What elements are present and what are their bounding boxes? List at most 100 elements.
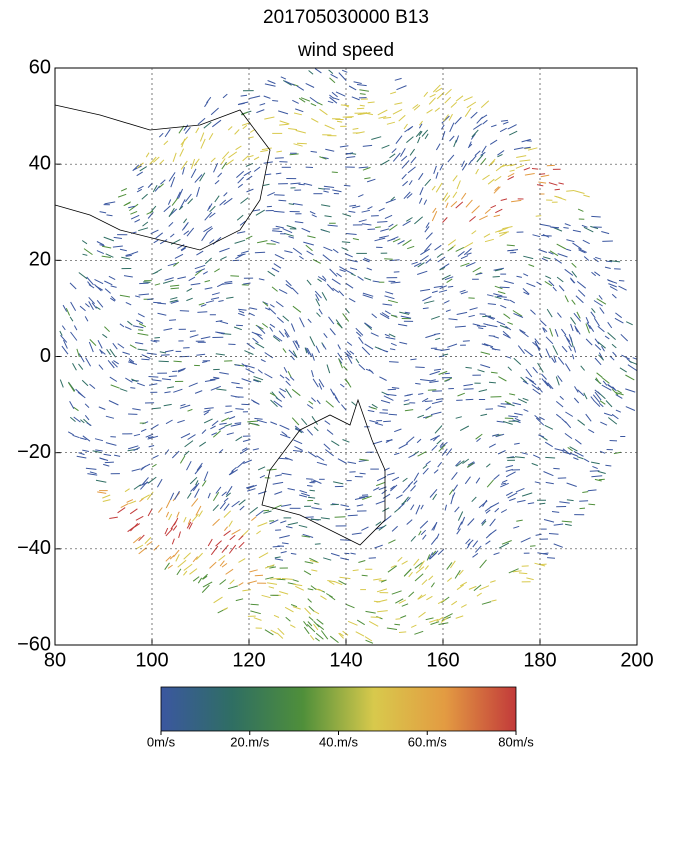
wind-vector — [219, 427, 225, 430]
wind-vector — [464, 389, 474, 390]
wind-vector — [481, 352, 490, 354]
wind-vector — [164, 404, 172, 405]
wind-vector — [127, 500, 133, 503]
wind-vector — [461, 292, 468, 294]
wind-vector — [267, 192, 274, 195]
wind-vector — [414, 217, 422, 224]
wind-vector — [153, 455, 159, 458]
wind-vector — [504, 314, 511, 319]
wind-vector — [224, 504, 229, 511]
wind-vector — [591, 397, 594, 401]
wind-vector — [439, 445, 446, 452]
wind-vector — [572, 263, 577, 267]
wind-vector — [282, 473, 292, 475]
wind-vector — [288, 129, 297, 130]
wind-vector — [250, 611, 260, 614]
wind-vector — [311, 151, 317, 152]
wind-vector — [254, 618, 262, 621]
wind-vector — [228, 586, 238, 589]
wind-vector — [238, 184, 243, 187]
wind-vector — [456, 417, 462, 419]
wind-vector — [132, 469, 141, 471]
wind-vector — [472, 231, 477, 234]
wind-vector — [191, 284, 201, 285]
wind-vector — [184, 553, 191, 559]
wind-vector — [349, 211, 356, 212]
wind-vector — [511, 200, 521, 201]
wind-vector — [510, 170, 515, 171]
wind-vector — [466, 262, 475, 266]
wind-vector — [537, 282, 542, 285]
wind-vector — [567, 483, 577, 487]
wind-vector — [219, 248, 229, 252]
wind-vector — [372, 314, 377, 318]
wind-vector — [311, 570, 317, 571]
wind-vector — [404, 400, 410, 402]
wind-vector — [309, 401, 313, 404]
wind-vector — [331, 441, 339, 446]
wind-vector — [598, 326, 605, 332]
wind-vector — [225, 411, 233, 413]
wind-vector — [175, 491, 180, 500]
wind-vector — [237, 461, 244, 467]
wind-vector — [222, 162, 227, 169]
wind-vector — [463, 341, 470, 342]
wind-vector — [577, 281, 586, 288]
wind-vector — [142, 194, 148, 199]
wind-vector — [418, 137, 421, 143]
wind-vector — [172, 451, 179, 458]
wind-vector — [223, 608, 228, 610]
wind-vector — [271, 240, 280, 243]
wind-vector — [508, 322, 513, 324]
wind-vector — [430, 94, 436, 97]
wind-vector — [516, 488, 525, 492]
wind-vector — [257, 326, 265, 334]
wind-vector — [516, 165, 524, 168]
wind-vector — [535, 482, 541, 483]
wind-vector — [234, 327, 242, 330]
wind-vector — [619, 281, 624, 282]
wind-vector — [506, 466, 513, 468]
wind-vector — [546, 337, 553, 344]
wind-vector — [321, 518, 330, 519]
wind-vector — [342, 242, 350, 243]
wind-vector — [224, 193, 228, 197]
wind-vector — [565, 412, 572, 417]
wind-vector — [304, 183, 312, 185]
wind-vector — [202, 481, 206, 487]
wind-vector — [600, 401, 605, 405]
wind-vector — [272, 268, 279, 272]
wind-vector — [182, 222, 188, 230]
wind-vector — [385, 296, 395, 299]
wind-vector — [185, 441, 193, 447]
wind-vector — [320, 596, 326, 600]
wind-vector — [489, 159, 495, 166]
wind-vector — [396, 619, 401, 620]
wind-vector — [248, 156, 254, 158]
wind-vector — [267, 583, 277, 585]
wind-vector — [369, 621, 378, 626]
wind-vector — [342, 70, 347, 72]
y-tick-label: 40 — [29, 152, 51, 174]
wind-vector — [490, 519, 496, 526]
wind-vector — [121, 257, 130, 259]
wind-vector — [217, 284, 223, 287]
wind-vector — [132, 409, 140, 410]
wind-vector — [310, 336, 315, 346]
wind-vector — [178, 560, 186, 567]
wind-vector — [441, 597, 449, 603]
wind-vector — [195, 265, 205, 268]
wind-vector — [279, 124, 288, 125]
wind-vector — [481, 158, 486, 164]
wind-vector — [279, 289, 287, 293]
wind-vector — [415, 383, 420, 384]
wind-vector — [293, 580, 299, 582]
wind-vector — [600, 422, 607, 425]
wind-vector — [502, 480, 507, 482]
y-tick-label: 0 — [40, 345, 51, 367]
wind-vector — [556, 414, 561, 418]
wind-vector — [540, 224, 551, 226]
wind-vector — [498, 292, 505, 294]
wind-vector — [243, 125, 247, 128]
wind-vector — [154, 545, 159, 550]
